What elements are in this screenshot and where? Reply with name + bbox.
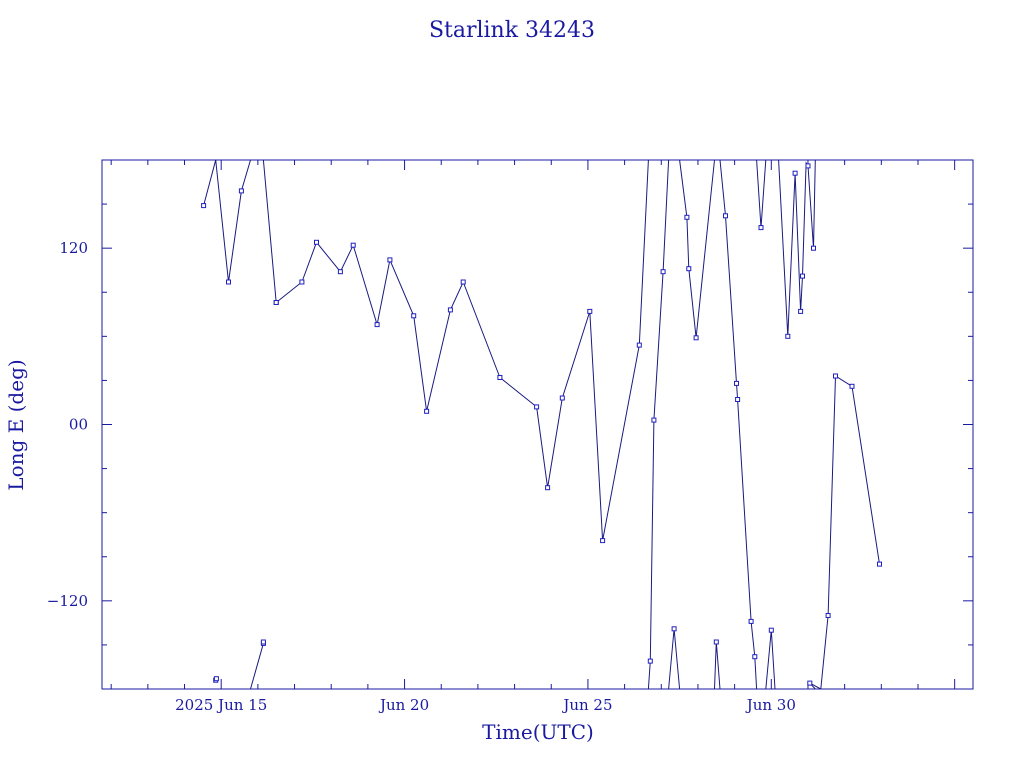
data-point (785, 333, 791, 339)
data-point (201, 203, 207, 209)
data-point (559, 395, 565, 401)
chart-title: Starlink 34243 (429, 18, 595, 43)
series-line-segment (228, 159, 251, 283)
x-tick-labels: 2025 Jun 15 Jun 20 Jun 25 Jun 30 (175, 696, 796, 714)
x-tick-label: Jun 30 (745, 696, 796, 714)
y-tick-label: 00 (69, 416, 88, 434)
x-tick-label: Jun 20 (378, 696, 429, 714)
data-point (768, 627, 774, 633)
series-line-segment (647, 159, 670, 690)
data-point (798, 308, 804, 314)
data-point (807, 680, 813, 686)
data-point (226, 279, 231, 285)
data-point (792, 170, 798, 176)
series-line-segment (203, 159, 217, 206)
data-point (671, 626, 677, 632)
series-line-segment (775, 159, 816, 337)
series-line-segment (756, 159, 767, 228)
x-tick-label: Jun 25 (561, 696, 612, 714)
data-point (735, 397, 741, 402)
data-point (497, 375, 503, 380)
data-point (734, 380, 739, 386)
data-point (805, 163, 811, 169)
data-point (811, 245, 816, 251)
data-point (545, 485, 551, 491)
data-point (447, 307, 453, 313)
data-point (723, 213, 728, 219)
data-point (314, 239, 319, 245)
data-point (686, 266, 692, 272)
series-line-segment (679, 159, 715, 338)
y-tick-label: −120 (47, 592, 88, 610)
data-point (273, 300, 279, 305)
series-line-segment (262, 159, 277, 303)
data-point (600, 538, 606, 544)
data-point (877, 561, 882, 567)
x-axis-label: Time(UTC) (482, 720, 594, 744)
plot-frame (101, 159, 974, 690)
data-point (260, 639, 266, 645)
data-point (238, 188, 244, 194)
data-point (849, 383, 855, 389)
series-line-segment (719, 159, 758, 690)
data-point (800, 273, 805, 279)
series-line-segment (215, 159, 229, 283)
y-tick-label: 120 (59, 239, 88, 257)
data-point (534, 404, 540, 410)
data-point (825, 613, 831, 618)
data-point (833, 373, 838, 379)
data-point (660, 269, 666, 275)
data-point (752, 654, 758, 660)
data-point (693, 335, 699, 341)
data-point (758, 225, 764, 231)
series-line-segment (714, 641, 721, 690)
series-line-segment (820, 375, 880, 690)
data-point (424, 408, 430, 414)
y-tick-labels: 120 00 −120 (47, 239, 88, 610)
x-tick-label: 2025 Jun 15 (175, 696, 267, 714)
series-line-segment (668, 628, 681, 690)
series-line-segment (250, 642, 264, 690)
data-point (411, 313, 417, 319)
data-point (748, 618, 754, 624)
y-axis-label: Long E (deg) (4, 359, 28, 490)
data-point (587, 308, 593, 314)
data-point (713, 639, 719, 645)
series-line-segment (275, 159, 649, 541)
data-point (374, 322, 380, 328)
data-point (337, 269, 343, 275)
data-point (647, 658, 653, 664)
series-line-segment (765, 630, 776, 690)
data-point (213, 676, 219, 682)
data-point (387, 257, 393, 263)
data-point (636, 342, 642, 348)
data-point (299, 279, 305, 285)
series-longitude (201, 159, 882, 690)
axis-ticks (102, 159, 973, 689)
data-point (460, 279, 466, 285)
data-point (350, 242, 356, 248)
data-point (684, 214, 690, 220)
data-point (651, 417, 657, 423)
